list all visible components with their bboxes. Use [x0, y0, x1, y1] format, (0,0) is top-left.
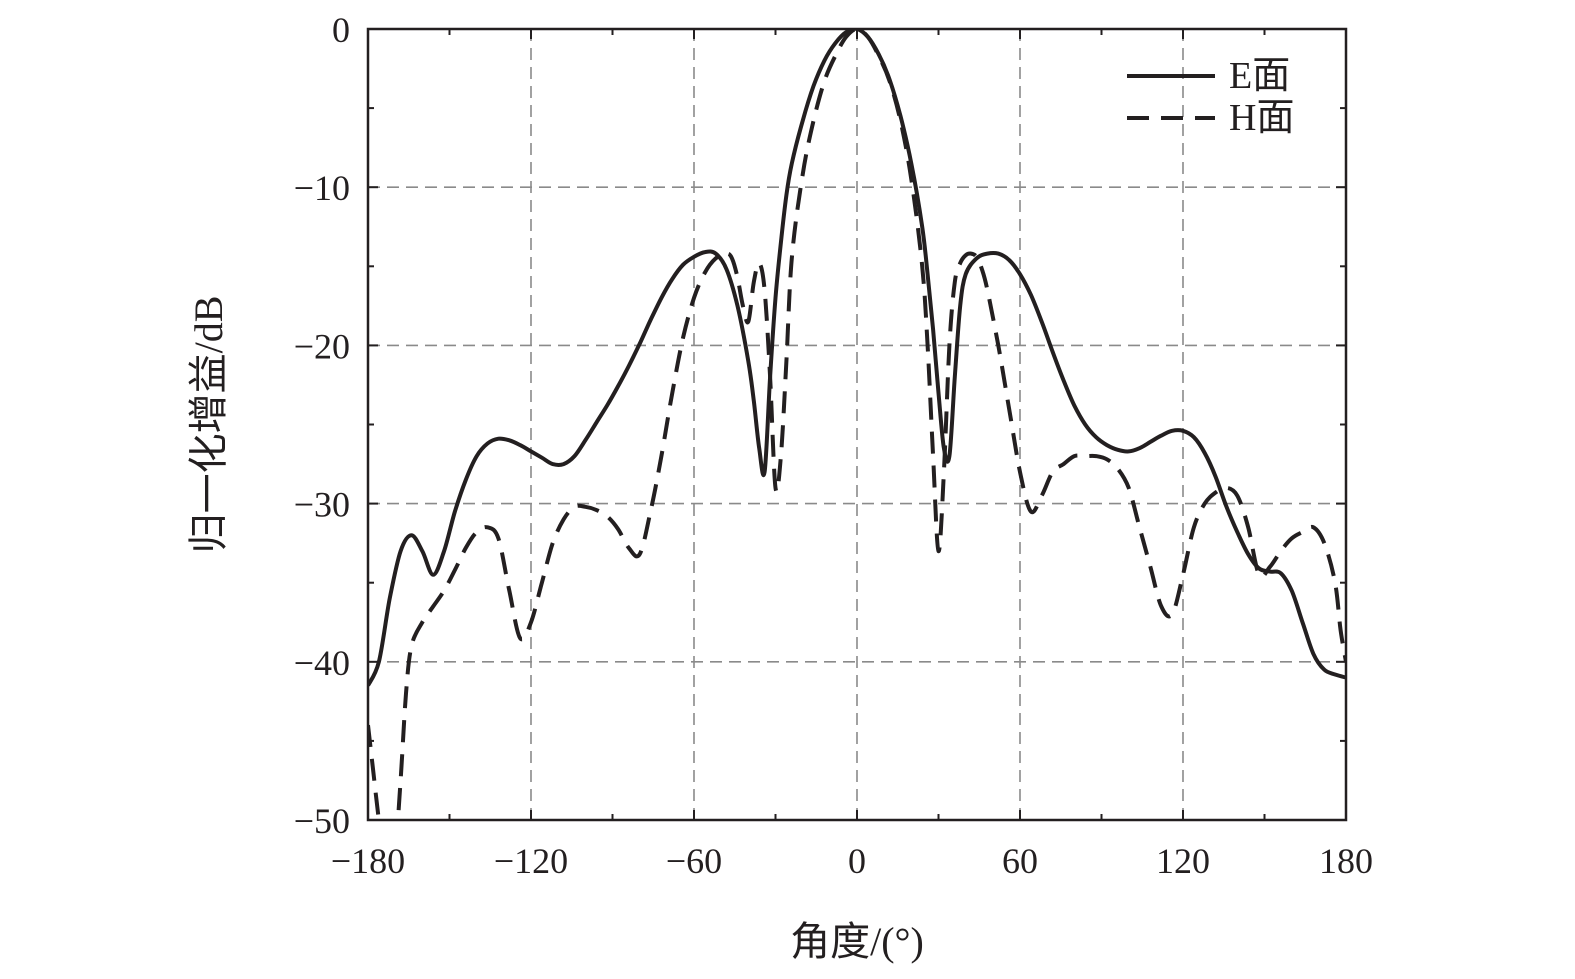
grid-layer: [368, 29, 1346, 820]
y-tick-label: −50: [294, 801, 350, 841]
x-tick-label: −60: [666, 841, 722, 881]
y-axis-title: 归一化增益/dB: [186, 296, 231, 554]
legend-label-e-plane: E面: [1229, 55, 1290, 97]
y-tick-label: −30: [294, 485, 350, 525]
series-line-e-plane: [368, 29, 1346, 687]
x-tick-label: 0: [848, 841, 866, 881]
series-line-h-plane: [368, 29, 1346, 820]
legend: E面 H面: [1127, 55, 1294, 139]
x-tick-label: 120: [1156, 841, 1210, 881]
x-tick-label: −120: [494, 841, 568, 881]
y-tick-label: 0: [332, 10, 350, 50]
x-tick-label: 60: [1002, 841, 1038, 881]
x-axis-title: 角度/(°): [790, 919, 924, 964]
legend-label-h-plane: H面: [1229, 97, 1294, 139]
y-tick-label: −20: [294, 326, 350, 366]
y-tick-label: −40: [294, 643, 350, 683]
x-tick-label: 180: [1319, 841, 1373, 881]
x-tick-label: −180: [331, 841, 405, 881]
series-layer: [368, 29, 1346, 820]
y-tick-label: −10: [294, 168, 350, 208]
ticks-layer: −180 −120 −60 0 60 120 180 0 −10 −20 −30 −40 −50: [294, 10, 1373, 881]
